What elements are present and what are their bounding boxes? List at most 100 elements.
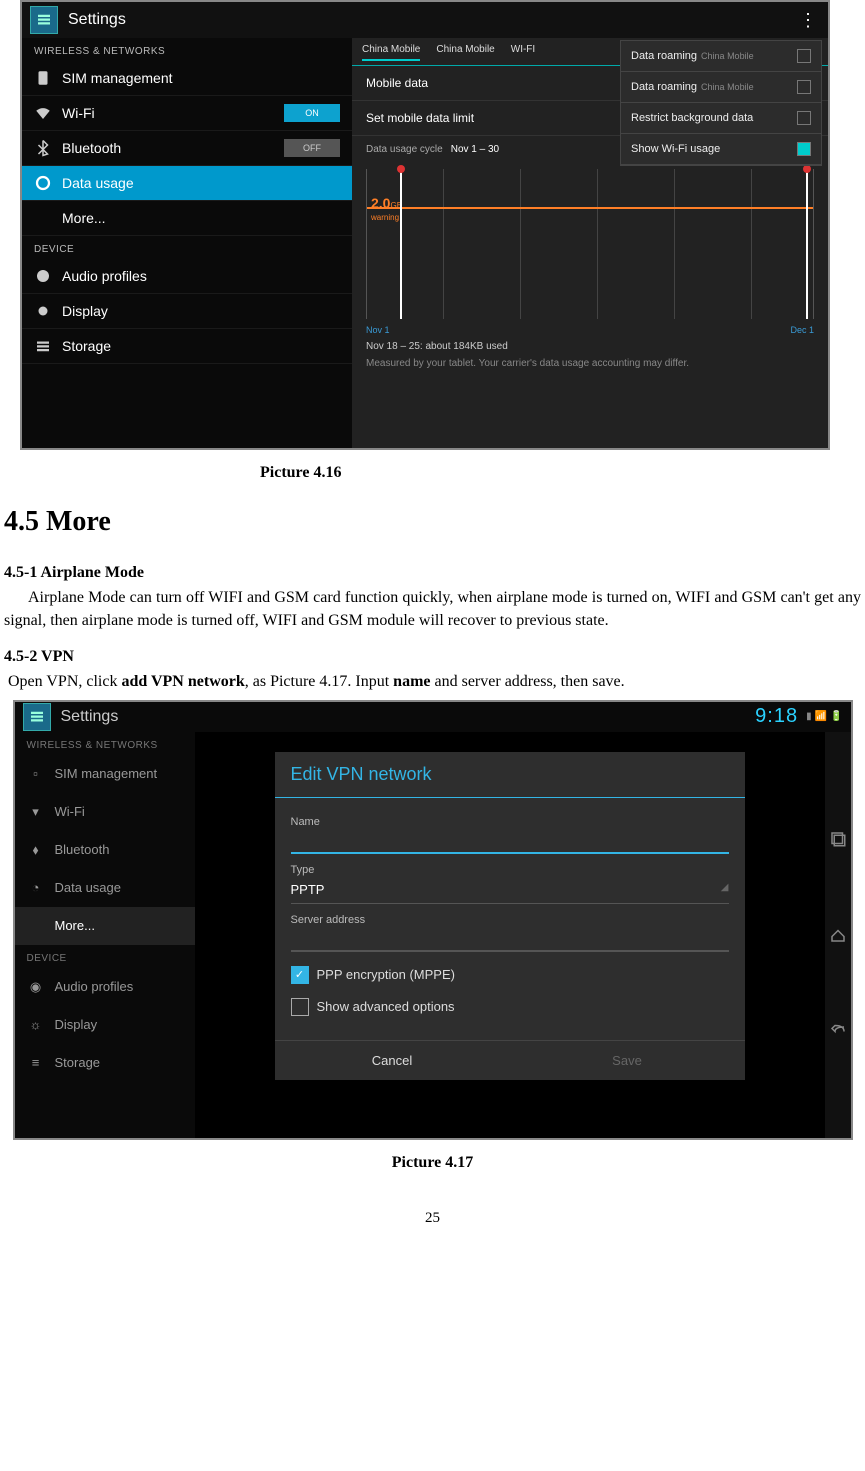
ctx-item-roaming2[interactable]: Data roamingChina Mobile [621, 72, 821, 103]
status-bar-icons: ▮ 📶 🔋 [806, 711, 842, 722]
advanced-check-row[interactable]: Show advanced options [291, 998, 729, 1016]
checkbox[interactable] [797, 49, 811, 63]
sidebar-label: Display [62, 303, 340, 319]
usage-chart[interactable]: 2.0GB warning [366, 169, 814, 319]
checkbox-checked[interactable] [797, 142, 811, 156]
edit-vpn-dialog: Edit VPN network Name Type PPTP ◢ Server… [275, 752, 745, 1080]
settings-app-icon [30, 6, 58, 34]
ctx-item-restrict[interactable]: Restrict background data [621, 103, 821, 134]
sidebar-item-bluetooth[interactable]: Bluetooth OFF [22, 131, 352, 166]
overflow-menu-icon[interactable]: ⋮ [796, 10, 820, 31]
cycle-value: Nov 1 – 30 [451, 144, 499, 155]
back-icon[interactable] [829, 1021, 847, 1039]
ctx-sub: China Mobile [701, 51, 754, 61]
status-clock: 9:18 [755, 705, 798, 728]
subtitle-vpn: 4.5-2 VPN [0, 632, 865, 670]
battery-icon: 🔋 [830, 711, 842, 722]
chart-warning-line [367, 207, 813, 209]
storage-icon [34, 337, 52, 355]
home-icon[interactable] [829, 926, 847, 944]
sim-icon [34, 69, 52, 87]
screenshot-vpn: Settings 9:18 ▮ 📶 🔋 WIRELESS & NETWORKS … [13, 700, 853, 1140]
sidebar-label: Data usage [62, 175, 340, 191]
sidebar-label: More... [62, 210, 340, 226]
sidebar-header-wireless: WIRELESS & NETWORKS [22, 38, 352, 61]
sidebar-item-bluetooth[interactable]: ⬧Bluetooth [15, 831, 195, 869]
usage-disclaimer: Measured by your tablet. Your carrier's … [352, 358, 828, 377]
bluetooth-icon [34, 139, 52, 157]
tab-wifi[interactable]: WI-FI [511, 44, 535, 61]
cancel-button[interactable]: Cancel [275, 1041, 510, 1080]
sidebar-label: Wi-Fi [55, 804, 85, 819]
sidebar-item-data-usage[interactable]: Data usage [22, 166, 352, 201]
audio-icon [34, 267, 52, 285]
bluetooth-toggle[interactable]: OFF [284, 139, 340, 157]
ctx-item-wifi-usage[interactable]: Show Wi-Fi usage [621, 134, 821, 165]
audio-icon: ◉ [27, 978, 45, 996]
tab-sim2[interactable]: China Mobile [436, 44, 494, 61]
chart-handle-right[interactable] [803, 169, 811, 319]
body-airplane: Airplane Mode can turn off WIFI and GSM … [0, 586, 865, 632]
signal-icon: ▮ [806, 711, 812, 722]
checkbox[interactable] [797, 80, 811, 94]
settings-app-icon [23, 703, 51, 731]
body-vpn: Open VPN, click add VPN network, as Pict… [0, 670, 865, 693]
checkbox-checked[interactable]: ✓ [291, 966, 309, 984]
name-input[interactable] [291, 830, 729, 854]
name-label: Name [291, 816, 729, 828]
sidebar-item-more[interactable]: More... [15, 907, 195, 945]
sidebar-label: Storage [62, 338, 340, 354]
settings-sidebar: WIRELESS & NETWORKS ▫SIM management ▾Wi-… [15, 732, 195, 1138]
context-menu: Data roamingChina Mobile Data roamingChi… [620, 40, 822, 166]
sidebar-item-data-usage[interactable]: ◔Data usage [15, 869, 195, 907]
server-label: Server address [291, 914, 729, 926]
ppp-check-row[interactable]: ✓ PPP encryption (MPPE) [291, 966, 729, 984]
wifi-icon: ▾ [27, 803, 45, 821]
sidebar-label: Audio profiles [55, 979, 134, 994]
sidebar-item-display[interactable]: Display [22, 294, 352, 329]
sidebar-label: Storage [55, 1055, 101, 1070]
tab-sim1[interactable]: China Mobile [362, 44, 420, 61]
sidebar-header-device: DEVICE [15, 945, 195, 968]
sidebar-label: SIM management [62, 70, 340, 86]
sidebar-item-audio[interactable]: Audio profiles [22, 259, 352, 294]
ctx-label: Data roaming [631, 50, 697, 62]
checkbox[interactable] [797, 111, 811, 125]
check-label: Show advanced options [317, 999, 455, 1014]
sidebar-label: SIM management [55, 766, 158, 781]
sidebar-item-audio[interactable]: ◉ Audio profiles [15, 968, 195, 1006]
section-4-5: 4.5 More [0, 496, 865, 548]
type-select[interactable]: PPTP ◢ [291, 876, 729, 904]
ctx-item-roaming1[interactable]: Data roaming China Mobile [621, 41, 821, 72]
server-input[interactable] [291, 928, 729, 952]
sidebar-item-storage[interactable]: Storage [22, 329, 352, 364]
checkbox[interactable] [291, 998, 309, 1016]
save-button[interactable]: Save [510, 1041, 745, 1080]
caption-4-16: Picture 4.16 [0, 450, 865, 496]
settings-title: Settings [61, 708, 756, 726]
recent-apps-icon[interactable] [829, 830, 847, 848]
sidebar-header-device: DEVICE [22, 236, 352, 259]
sidebar-item-more[interactable]: More... [22, 201, 352, 236]
sidebar-item-storage[interactable]: ≡Storage [15, 1044, 195, 1082]
chart-handle-left[interactable] [397, 169, 405, 319]
settings-sidebar: WIRELESS & NETWORKS SIM management Wi-Fi… [22, 38, 352, 448]
sidebar-item-wifi[interactable]: ▾ Wi-Fi [15, 793, 195, 831]
sidebar-item-sim[interactable]: SIM management [22, 61, 352, 96]
sidebar-label: More... [55, 918, 95, 933]
data-usage-icon: ◔ [27, 879, 45, 897]
sidebar-item-sim[interactable]: ▫SIM management [15, 755, 195, 793]
ctx-label: Data roaming [631, 81, 697, 93]
sidebar-item-display[interactable]: ☼Display [15, 1006, 195, 1044]
subtitle-airplane: 4.5-1 Airplane Mode [0, 548, 865, 586]
sidebar-item-wifi[interactable]: Wi-Fi ON [22, 96, 352, 131]
sidebar-label: Bluetooth [62, 140, 274, 156]
dialog-title: Edit VPN network [275, 752, 745, 798]
usage-summary: Nov 18 – 25: about 184KB used [352, 335, 828, 358]
signal-icon: 📶 [815, 711, 827, 722]
settings-title: Settings [68, 11, 796, 29]
page-number: 25 [0, 1186, 865, 1237]
wifi-toggle[interactable]: ON [284, 104, 340, 122]
type-value: PPTP [291, 882, 325, 897]
vpn-content: Edit VPN network Name Type PPTP ◢ Server… [195, 732, 825, 1138]
